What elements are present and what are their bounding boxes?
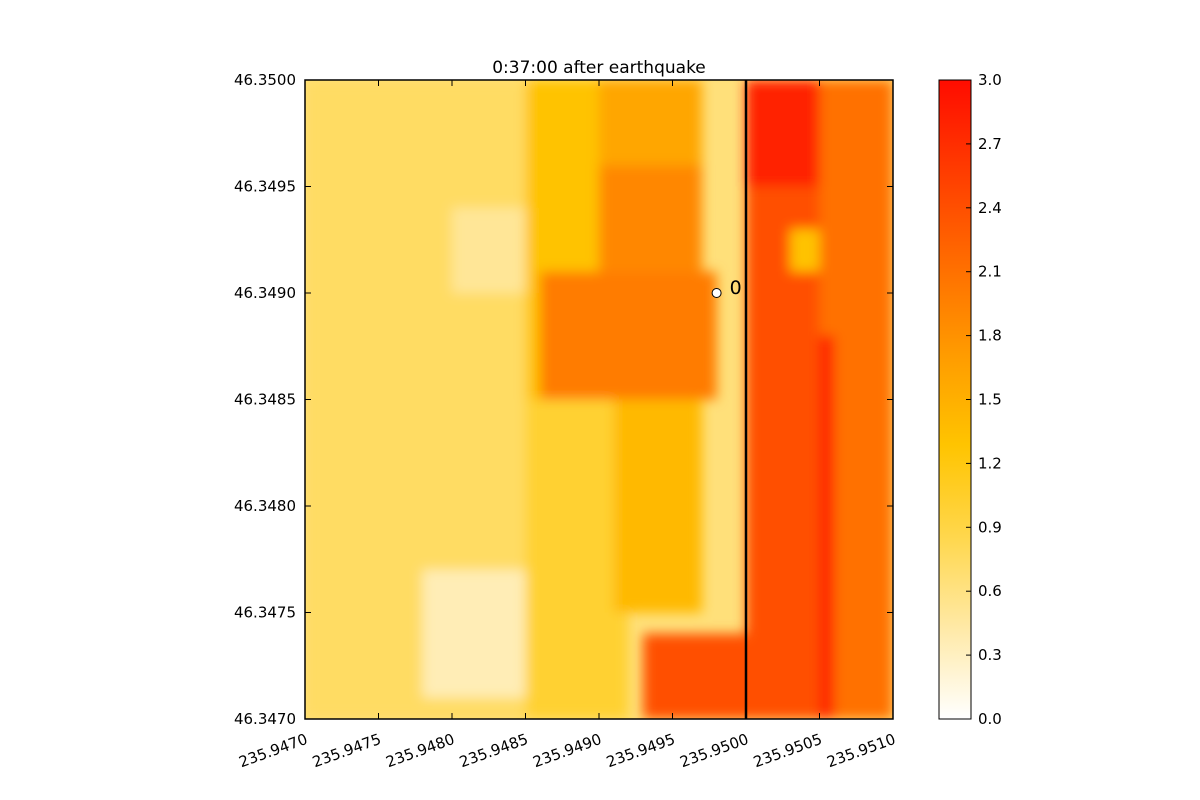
colorbar-tick-label: 0.9 [978,518,1002,536]
x-tick-label: 235.9470 [236,730,309,771]
heat-region [643,633,746,719]
y-tick-label: 46.3495 [234,178,296,196]
x-tick-label: 235.9475 [310,730,383,771]
colorbar-tick-label: 0.0 [978,710,1002,728]
gauge-marker [711,288,722,298]
y-tick-label: 46.3470 [234,710,296,728]
y-tick-label: 46.3500 [234,71,296,89]
x-tick-label: 235.9500 [677,730,750,771]
heat-region [819,335,835,719]
colorbar-tick-label: 2.7 [978,135,1002,153]
y-tick-label: 46.3480 [234,497,296,515]
heat-region [422,569,541,698]
heat-region [746,80,820,187]
x-tick-label: 235.9490 [530,730,603,771]
colorbar-tick-label: 1.2 [978,454,1002,472]
x-tick-label: 235.9510 [824,730,897,771]
heat-region [540,271,717,400]
y-axis: 46.3470 46.3475 46.3480 46.3485 46.3490 46.34… [234,71,893,728]
chart-title: 0:37:00 after earthquake [492,58,706,78]
x-tick-label: 235.9480 [383,730,456,771]
colorbar-tick-label: 1.5 [978,391,1002,409]
gauge-label: 0 [730,277,742,299]
plot-area [305,80,893,719]
heat-region [790,229,820,272]
x-tick-label: 235.9485 [457,730,530,771]
x-tick-label: 235.9505 [751,730,824,771]
colorbar-tick-label: 2.4 [978,199,1002,217]
y-tick-label: 46.3490 [234,284,296,302]
colorbar: 0.0 0.3 0.6 0.9 1.2 1.5 1.8 2.1 2.4 2.7 3.0 [938,71,1002,728]
colorbar-ticks: 0.0 0.3 0.6 0.9 1.2 1.5 1.8 2.1 2.4 2.7 3.0 [966,71,1002,728]
x-tick-label: 235.9495 [604,730,677,771]
colorbar-tick-label: 0.3 [978,646,1002,664]
colorbar-tick-label: 2.1 [978,263,1002,281]
colorbar-tick-label: 1.8 [978,327,1002,345]
colorbar-tick-label: 0.6 [978,582,1002,600]
colorbar-tick-label: 3.0 [978,71,1002,89]
colorbar-gradient [938,79,972,720]
regions-layer [305,80,893,719]
y-tick-label: 46.3475 [234,604,296,622]
heat-region [613,399,702,613]
heat-region [525,399,629,719]
heat-region [599,80,702,166]
y-tick-label: 46.3485 [234,391,296,409]
heat-region [599,165,702,272]
